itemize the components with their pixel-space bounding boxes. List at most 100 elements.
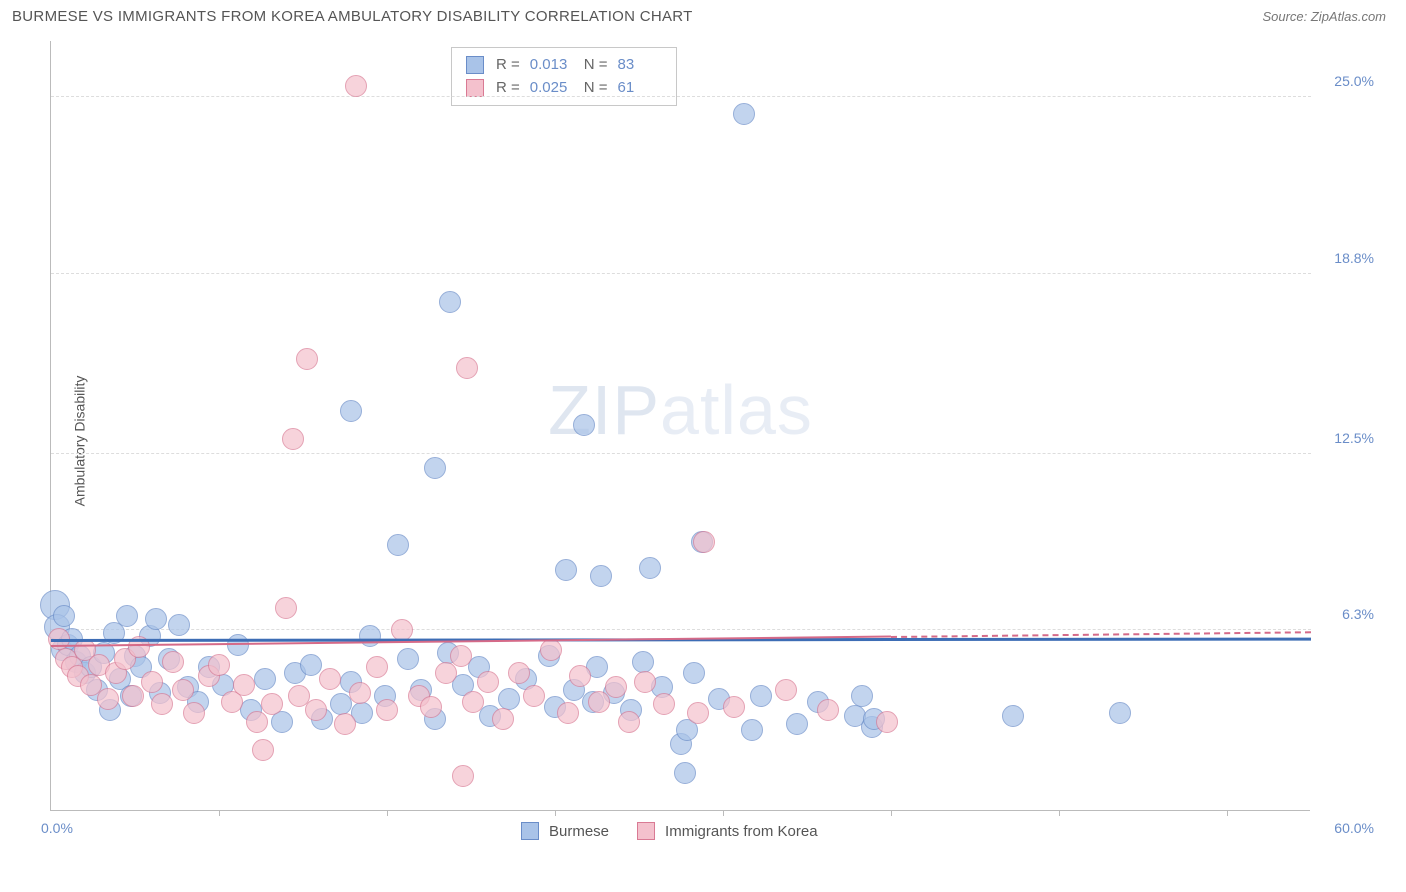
legend-swatch [637,822,655,840]
scatter-point [387,534,409,556]
scatter-point [557,702,579,724]
y-tick-label: 12.5% [1334,430,1374,446]
y-tick-label: 18.8% [1334,250,1374,266]
scatter-point [420,696,442,718]
scatter-point [300,654,322,676]
scatter-point [605,676,627,698]
legend-r-label: R = [496,54,520,77]
scatter-point [376,699,398,721]
scatter-point [345,75,367,97]
scatter-point [305,699,327,721]
scatter-point [53,605,75,627]
scatter-point [452,765,474,787]
scatter-point [233,674,255,696]
scatter-point [741,719,763,741]
x-tick [891,810,892,816]
scatter-point [687,702,709,724]
legend-n-value: 83 [618,54,662,77]
scatter-point [618,711,640,733]
scatter-point [523,685,545,707]
scatter-point [450,645,472,667]
scatter-point [1109,702,1131,724]
x-tick [723,810,724,816]
scatter-point [261,693,283,715]
scatter-point [634,671,656,693]
gridline [51,453,1311,454]
scatter-point [569,665,591,687]
scatter-point [97,688,119,710]
watermark-part2: atlas [660,371,813,449]
watermark: ZIPatlas [548,370,813,450]
scatter-point [817,699,839,721]
legend-series: Burmese Immigrants from Korea [521,822,818,840]
y-tick-label: 6.3% [1342,606,1374,622]
x-axis-max-label: 60.0% [1334,820,1374,836]
x-tick [219,810,220,816]
chart-title: BURMESE VS IMMIGRANTS FROM KOREA AMBULAT… [12,8,693,25]
scatter-point [424,457,446,479]
scatter-point [359,625,381,647]
x-tick [387,810,388,816]
scatter-point [208,654,230,676]
chart-source: Source: ZipAtlas.com [1262,9,1386,24]
scatter-point [492,708,514,730]
gridline [51,273,1311,274]
scatter-point [116,605,138,627]
scatter-point [349,682,371,704]
legend-n-label: N = [584,54,608,77]
scatter-point [540,639,562,661]
scatter-point [151,693,173,715]
scatter-point [590,565,612,587]
scatter-point [653,693,675,715]
legend-item: Burmese [521,822,609,840]
scatter-point [319,668,341,690]
scatter-point [246,711,268,733]
legend-item-label: Immigrants from Korea [665,823,818,840]
scatter-point [674,762,696,784]
scatter-point [366,656,388,678]
scatter-point [775,679,797,701]
legend-swatch [521,822,539,840]
scatter-point [282,428,304,450]
scatter-point [1002,705,1024,727]
scatter-point [477,671,499,693]
scatter-point [733,103,755,125]
scatter-point [876,711,898,733]
x-axis-min-label: 0.0% [41,820,73,836]
scatter-point [508,662,530,684]
scatter-point [183,702,205,724]
scatter-point [632,651,654,673]
scatter-point [168,614,190,636]
scatter-point [275,597,297,619]
plot-area: ZIPatlas 0.0% 60.0% R = 0.013N = 83R = 0… [50,41,1310,811]
scatter-point [141,671,163,693]
scatter-point [462,691,484,713]
scatter-point [397,648,419,670]
watermark-part1: ZIP [548,371,660,449]
legend-item: Immigrants from Korea [637,822,818,840]
scatter-point [334,713,356,735]
scatter-point [252,739,274,761]
scatter-point [639,557,661,579]
gridline [51,629,1311,630]
chart-header: BURMESE VS IMMIGRANTS FROM KOREA AMBULAT… [0,0,1406,33]
scatter-point [750,685,772,707]
scatter-point [723,696,745,718]
scatter-point [340,400,362,422]
scatter-point [254,668,276,690]
scatter-point [456,357,478,379]
scatter-point [498,688,520,710]
x-tick [1227,810,1228,816]
scatter-point [162,651,184,673]
scatter-point [172,679,194,701]
scatter-point [439,291,461,313]
scatter-point [683,662,705,684]
scatter-point [786,713,808,735]
scatter-point [296,348,318,370]
scatter-point [851,685,873,707]
scatter-point [555,559,577,581]
scatter-point [145,608,167,630]
legend-stats: R = 0.013N = 83R = 0.025N = 61 [451,47,677,106]
legend-r-value: 0.013 [530,54,574,77]
gridline [51,96,1311,97]
